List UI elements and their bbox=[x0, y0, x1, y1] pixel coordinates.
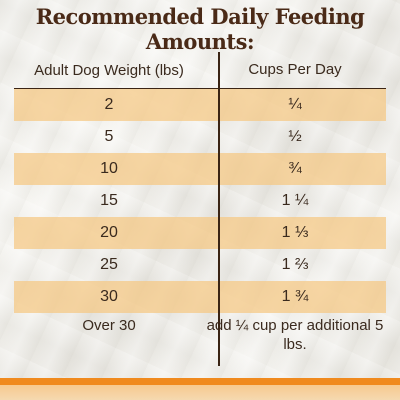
cups-cell: 1 ¼ bbox=[281, 192, 309, 209]
cups-cell: add ¼ cup per additional 5 lbs. bbox=[206, 317, 384, 353]
weight-cell: 5 bbox=[104, 128, 114, 145]
table-row: 30 1 ¾ bbox=[14, 281, 386, 313]
weight-cell: 30 bbox=[100, 288, 118, 305]
header-weight: Adult Dog Weight (lbs) bbox=[34, 61, 184, 79]
table-row: Over 30 add ¼ cup per additional 5 lbs. bbox=[14, 313, 386, 363]
cups-cell: 1 ⅔ bbox=[281, 256, 309, 273]
table-row: 2 ¼ bbox=[14, 89, 386, 121]
weight-cell: Over 30 bbox=[82, 317, 136, 334]
page-title: Recommended Daily Feeding Amounts: bbox=[35, 4, 365, 54]
weight-cell: 2 bbox=[104, 96, 114, 113]
weight-cell: 15 bbox=[100, 192, 118, 209]
feeding-table: Adult Dog Weight (lbs) Cups Per Day 2 ¼ … bbox=[14, 52, 386, 366]
weight-cell: 10 bbox=[100, 160, 118, 177]
weight-cell: 20 bbox=[100, 224, 118, 241]
table-row: 10 ¾ bbox=[14, 153, 386, 185]
column-divider bbox=[218, 52, 220, 366]
cups-cell: 1 ⅓ bbox=[281, 224, 309, 241]
weight-cell: 25 bbox=[100, 256, 118, 273]
table-row: 15 1 ¼ bbox=[14, 185, 386, 217]
table-row: 20 1 ⅓ bbox=[14, 217, 386, 249]
table-header: Adult Dog Weight (lbs) Cups Per Day bbox=[14, 52, 386, 89]
cups-cell: ¼ bbox=[288, 96, 302, 113]
cups-cell: ¾ bbox=[288, 160, 302, 177]
table-row: 5 ½ bbox=[14, 121, 386, 153]
header-cups: Cups Per Day bbox=[248, 60, 342, 78]
cups-cell: 1 ¾ bbox=[281, 288, 309, 305]
bottom-accent-stripe bbox=[0, 378, 400, 400]
table-row: 25 1 ⅔ bbox=[14, 249, 386, 281]
cups-cell: ½ bbox=[288, 128, 302, 145]
